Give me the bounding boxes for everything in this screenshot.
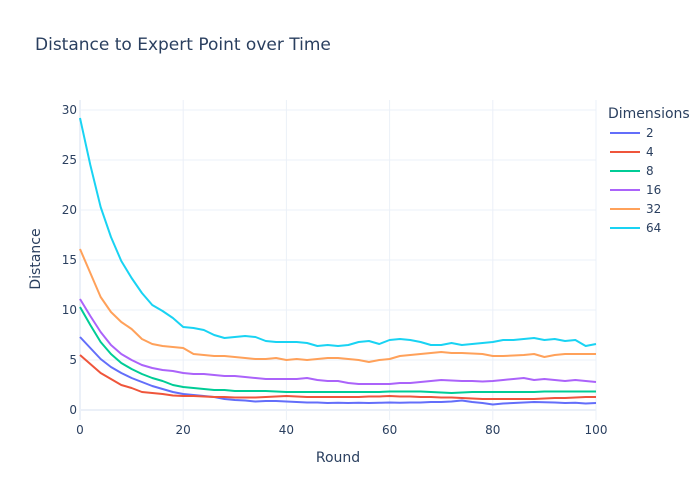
y-tick-label: 0 [69, 403, 77, 417]
chart-title: Distance to Expert Point over Time [35, 35, 331, 55]
y-tick-label: 15 [62, 253, 77, 267]
legend-item-4[interactable]: 4 [610, 145, 654, 159]
x-tick-label: 60 [382, 423, 397, 437]
x-tick-label: 100 [585, 423, 608, 437]
x-tick-label: 40 [279, 423, 294, 437]
y-tick-label: 20 [62, 203, 77, 217]
x-tick-label: 0 [76, 423, 84, 437]
series-line-64 [79, 117, 597, 347]
legend-label: 2 [646, 126, 654, 140]
y-tick-label: 30 [62, 103, 77, 117]
legend-item-64[interactable]: 64 [610, 221, 661, 235]
legend-item-16[interactable]: 16 [610, 183, 661, 197]
series-line-32 [79, 248, 596, 363]
x-axis-title: Round [316, 450, 360, 466]
series-line-2 [79, 336, 597, 406]
legend-label: 32 [646, 202, 661, 216]
legend-label: 4 [646, 145, 654, 159]
y-axis-title: Distance [28, 228, 44, 289]
axis-layer: 0 20 40 60 80 100 0 5 10 15 20 25 30 [62, 103, 608, 437]
series-line-16 [79, 298, 597, 385]
x-tick-label: 20 [176, 423, 191, 437]
legend-item-2[interactable]: 2 [610, 126, 654, 140]
y-tick-label: 10 [62, 303, 77, 317]
legend-item-8[interactable]: 8 [610, 164, 654, 178]
legend-item-32[interactable]: 32 [610, 202, 661, 216]
legend-items: 2 4 8 16 32 64 [610, 126, 661, 235]
legend-title: Dimensions [608, 106, 690, 122]
series-layer [79, 117, 597, 406]
legend: Dimensions 2 4 8 16 32 64 [608, 106, 690, 235]
legend-label: 8 [646, 164, 654, 178]
grid-layer [79, 100, 597, 420]
legend-label: 16 [646, 183, 661, 197]
legend-label: 64 [646, 221, 661, 235]
y-tick-label: 25 [62, 153, 77, 167]
y-tick-label: 5 [69, 353, 77, 367]
series-line-8 [79, 306, 596, 394]
series-line-4 [79, 354, 596, 400]
x-tick-label: 80 [485, 423, 500, 437]
